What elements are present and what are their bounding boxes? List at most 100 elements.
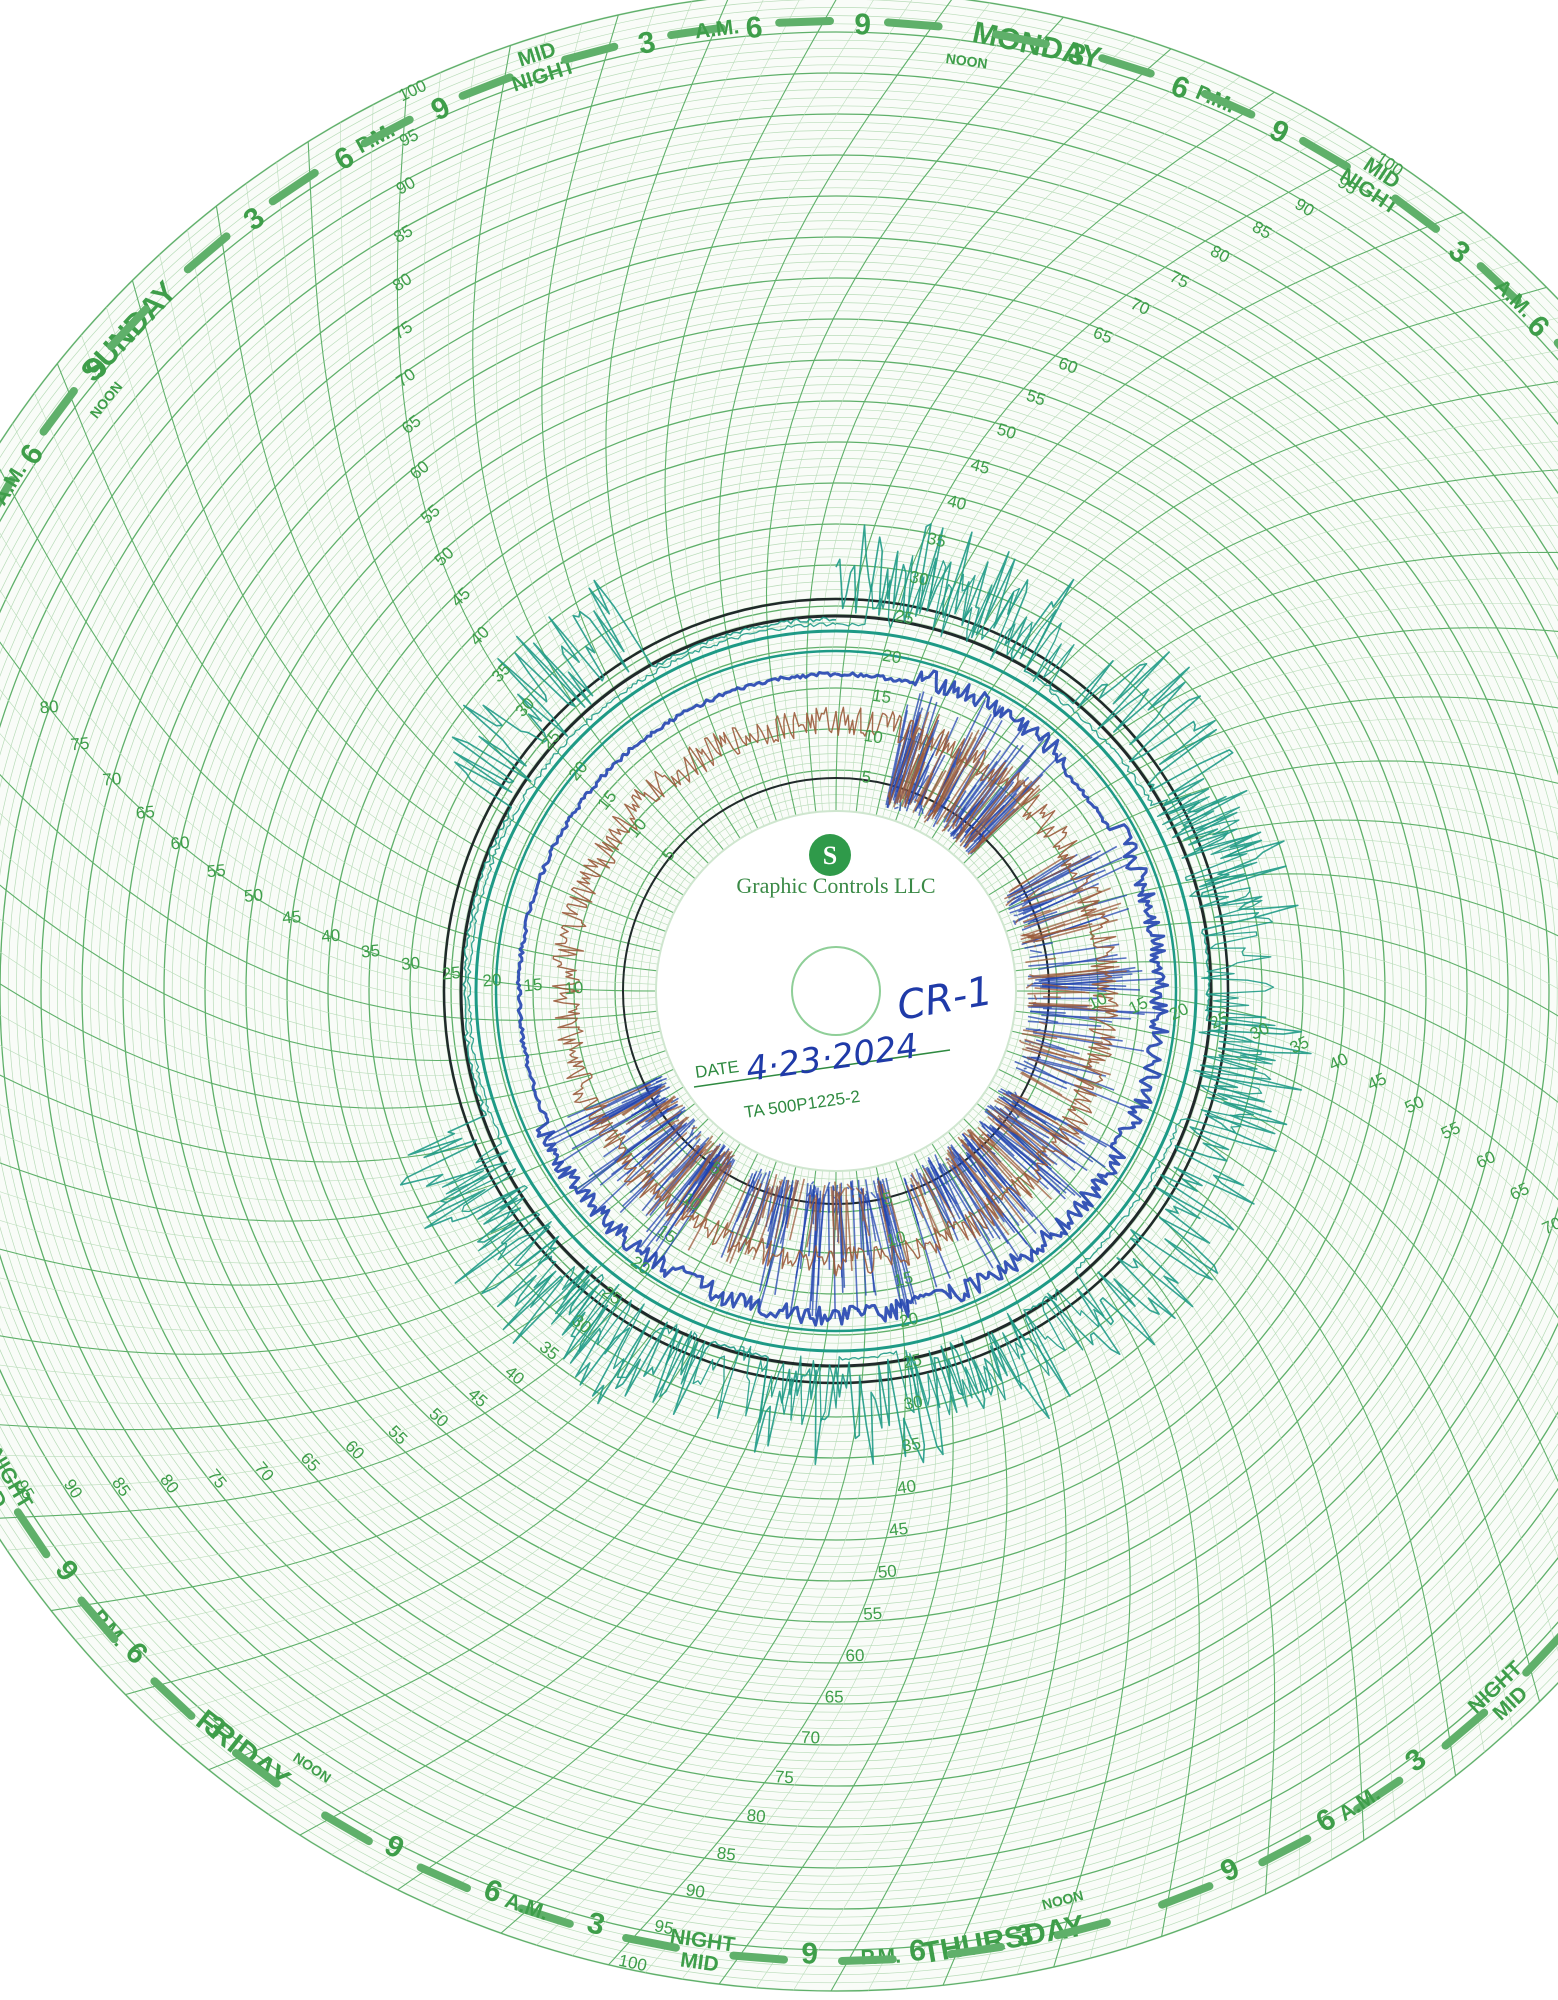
grid-circle-minor [0, 81, 1558, 1901]
grid-circle-minor [98, 253, 1558, 1729]
pen-trace-blue [1009, 1091, 1107, 1148]
time-arc-major [0, 1143, 741, 1519]
pen-trace-brown [649, 1144, 700, 1193]
time-arc-minor [937, 1139, 1088, 1981]
grid-circle-minor [344, 499, 1328, 1483]
time-arc-major [1005, 873, 1558, 937]
pen-trace-blue [988, 1126, 1066, 1200]
grid-circle-minor [0, 146, 1558, 1836]
time-arc-major [0, 1131, 725, 1431]
grid-circle-minor [8, 163, 1558, 1819]
pen-trace-blue [774, 1194, 792, 1296]
scale-tick-label: 50 [877, 1561, 898, 1582]
pen-trace-blue [929, 1160, 994, 1269]
pen-trace-brown [1011, 1093, 1029, 1101]
time-arc-minor [179, 1164, 790, 1746]
pen-trace-blue [645, 1153, 711, 1233]
pen-trace-brown [1005, 896, 1016, 907]
pen-trace-brown [946, 1152, 1010, 1236]
pen-trace-brown [923, 809, 936, 823]
side-scale-label: 50 [243, 885, 264, 906]
pen-trace-teal-ring [494, 649, 1178, 1333]
grid-circle-minor [0, 7, 1558, 1975]
pen-trace-blue [647, 1097, 667, 1109]
hour-band-segment [667, 23, 726, 40]
pen-trace-blue [1023, 1060, 1068, 1085]
time-arc-minor [991, 1080, 1396, 1821]
pen-trace-brown [1028, 1042, 1032, 1045]
pen-trace-blue [629, 1136, 691, 1194]
time-arc-major [0, 468, 658, 972]
pen-trace-brown [887, 720, 912, 798]
hour-band-segment [946, 1942, 1005, 1959]
pen-trace-brown [980, 1133, 984, 1137]
pen-trace-blue [918, 805, 923, 816]
pen-trace-blue [927, 1167, 952, 1213]
pen-trace-brown [1021, 1048, 1111, 1076]
time-arc-minor [1007, 1043, 1558, 1652]
side-scale-label: 70 [1539, 1213, 1558, 1238]
time-arc-minor [958, 1122, 1176, 1949]
pen-trace-blue [758, 1181, 785, 1292]
pen-trace-brown [987, 1110, 1055, 1165]
time-arc-major [931, 469, 1558, 839]
pen-trace-brown [955, 779, 993, 830]
pen-trace-blue [959, 786, 1003, 843]
maker-name: Graphic Controls LLC [736, 873, 935, 898]
time-arc-minor [0, 1097, 692, 1264]
side-scale-label: 55 [206, 861, 227, 882]
scale-tick-label: 5 [860, 767, 872, 787]
side-scale-label: 80 [39, 697, 60, 718]
pen-trace-brown [791, 1180, 799, 1207]
pen-trace-brown [992, 1117, 995, 1121]
time-arc-major [1014, 1010, 1558, 1319]
pen-trace-brown [594, 1083, 652, 1109]
side-scale-label: 35 [360, 941, 381, 962]
time-arc-minor [942, 1135, 1109, 1975]
time-arc-minor [0, 1135, 730, 1458]
pen-trace-blue [850, 1181, 853, 1203]
pen-trace-blue [967, 808, 1016, 854]
time-arc-minor [735, 2, 991, 820]
grid-circle-minor [253, 408, 1419, 1574]
pen-trace-blue [954, 806, 967, 827]
pen-trace-brown [1034, 987, 1090, 994]
time-arc-minor [0, 1092, 688, 1243]
hour-mark: 6 [908, 1934, 927, 1968]
time-arc-minor [984, 1092, 1332, 1860]
pen-trace-blue [909, 1183, 952, 1280]
pen-trace-blue [823, 1181, 831, 1198]
grid-circle-minor [483, 638, 1189, 1344]
time-arc-minor [0, 1080, 681, 1202]
pen-trace-brown [957, 1136, 1025, 1224]
pen-trace-brown [770, 1174, 778, 1198]
grid-circle-minor [335, 490, 1337, 1492]
scale-tick-label: 25 [901, 1350, 923, 1372]
scale-tick-label: 75 [774, 1767, 794, 1787]
time-arc-minor [905, 1146, 1047, 1989]
grid-circle-minor [278, 433, 1394, 1549]
pen-trace-blue [806, 1192, 811, 1197]
pen-trace-blue [879, 1181, 915, 1305]
side-scale-label: 15 [523, 975, 544, 996]
scale-tick-label: 35 [900, 1434, 922, 1456]
pen-trace-brown [647, 1142, 715, 1215]
hour-band-segment [1158, 1882, 1214, 1909]
pen-trace-blue [1035, 1039, 1065, 1051]
grid-circle-major [40, 195, 1558, 1787]
pen-trace-brown [695, 1134, 702, 1140]
scale-tick-label: 40 [896, 1476, 917, 1497]
pen-trace-brown [935, 757, 981, 825]
grid-circle-minor [0, 138, 1558, 1844]
pen-trace-brown [687, 1170, 733, 1251]
pen-trace-blue [758, 1187, 794, 1309]
time-arc-major [0, 1086, 684, 1222]
hour-band-segment [1441, 1708, 1489, 1750]
pen-trace-brown [965, 779, 1022, 844]
time-arc-minor [152, 1162, 784, 1721]
hour-band-segment [1476, 262, 1522, 305]
pen-trace-blue [965, 1154, 1020, 1227]
side-scale-label: 65 [135, 802, 156, 823]
pen-trace-blue [809, 1187, 819, 1310]
